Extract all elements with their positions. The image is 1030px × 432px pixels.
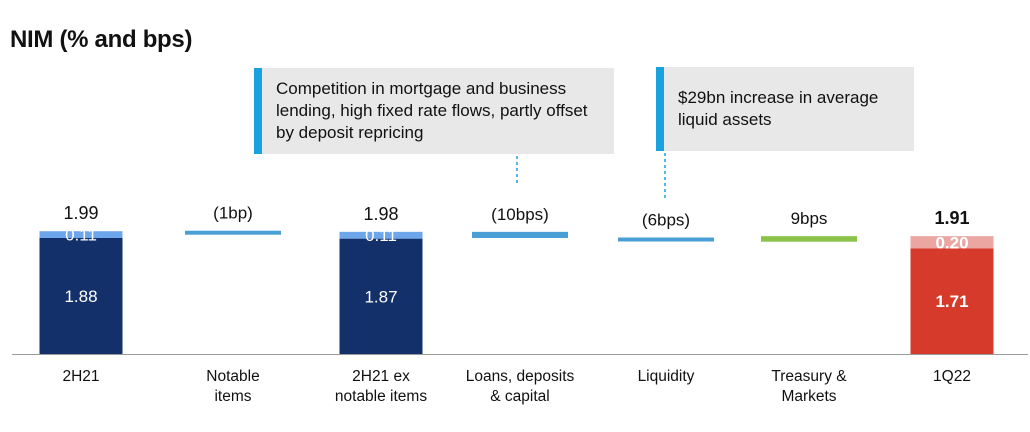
- chart-title: NIM (% and bps): [10, 26, 193, 53]
- category-tick-label: Loans, deposits: [466, 368, 575, 385]
- segment-value-label: 0.11: [65, 226, 97, 245]
- callout-loans: Competition in mortgage and business len…: [254, 68, 614, 154]
- category-tick-label: items: [214, 388, 251, 405]
- category-tick-label: 1Q22: [933, 368, 971, 385]
- bar-segment: [339, 231, 423, 239]
- category-tick-label: Treasury &: [771, 368, 847, 385]
- bar-segment: [339, 238, 423, 354]
- bar-segment: [39, 238, 123, 354]
- category-tick-label: 2H21: [62, 368, 99, 385]
- change-bar: [185, 230, 281, 235]
- bar-segment: [39, 231, 123, 239]
- change-value-label: (1bp): [213, 204, 253, 223]
- category-tick-label: Markets: [781, 388, 836, 405]
- segment-value-label: 0.11: [365, 226, 397, 245]
- category-tick-label: notable items: [335, 388, 427, 405]
- change-bar: [761, 236, 857, 242]
- category-tick-label: Liquidity: [638, 368, 695, 385]
- change-bar: [618, 237, 714, 242]
- category-tick-label: & capital: [490, 388, 549, 405]
- change-value-label: 9bps: [791, 209, 828, 228]
- change-bar: [472, 231, 568, 239]
- change-value-label: (6bps): [642, 211, 690, 230]
- category-tick-label: 2H21 ex: [352, 368, 410, 385]
- segment-value-label: 1.88: [64, 287, 97, 306]
- segment-value-label: 1.71: [935, 292, 968, 311]
- bar-total-label: 1.99: [63, 203, 98, 223]
- bar-total-label: 1.91: [934, 208, 969, 228]
- segment-value-label: 1.87: [364, 287, 397, 306]
- segment-value-label: 0.20: [935, 233, 968, 252]
- bar-total-label: 1.98: [363, 204, 398, 224]
- category-tick-label: Notable: [206, 368, 259, 385]
- callout-loans-text: Competition in mortgage and business len…: [276, 79, 588, 142]
- bar-segment: [910, 236, 994, 249]
- bar-segment: [910, 248, 994, 354]
- change-value-label: (10bps): [491, 205, 549, 224]
- callout-liquidity-text: $29bn increase in average liquid assets: [678, 88, 879, 129]
- callout-liquidity: $29bn increase in average liquid assets: [656, 67, 914, 151]
